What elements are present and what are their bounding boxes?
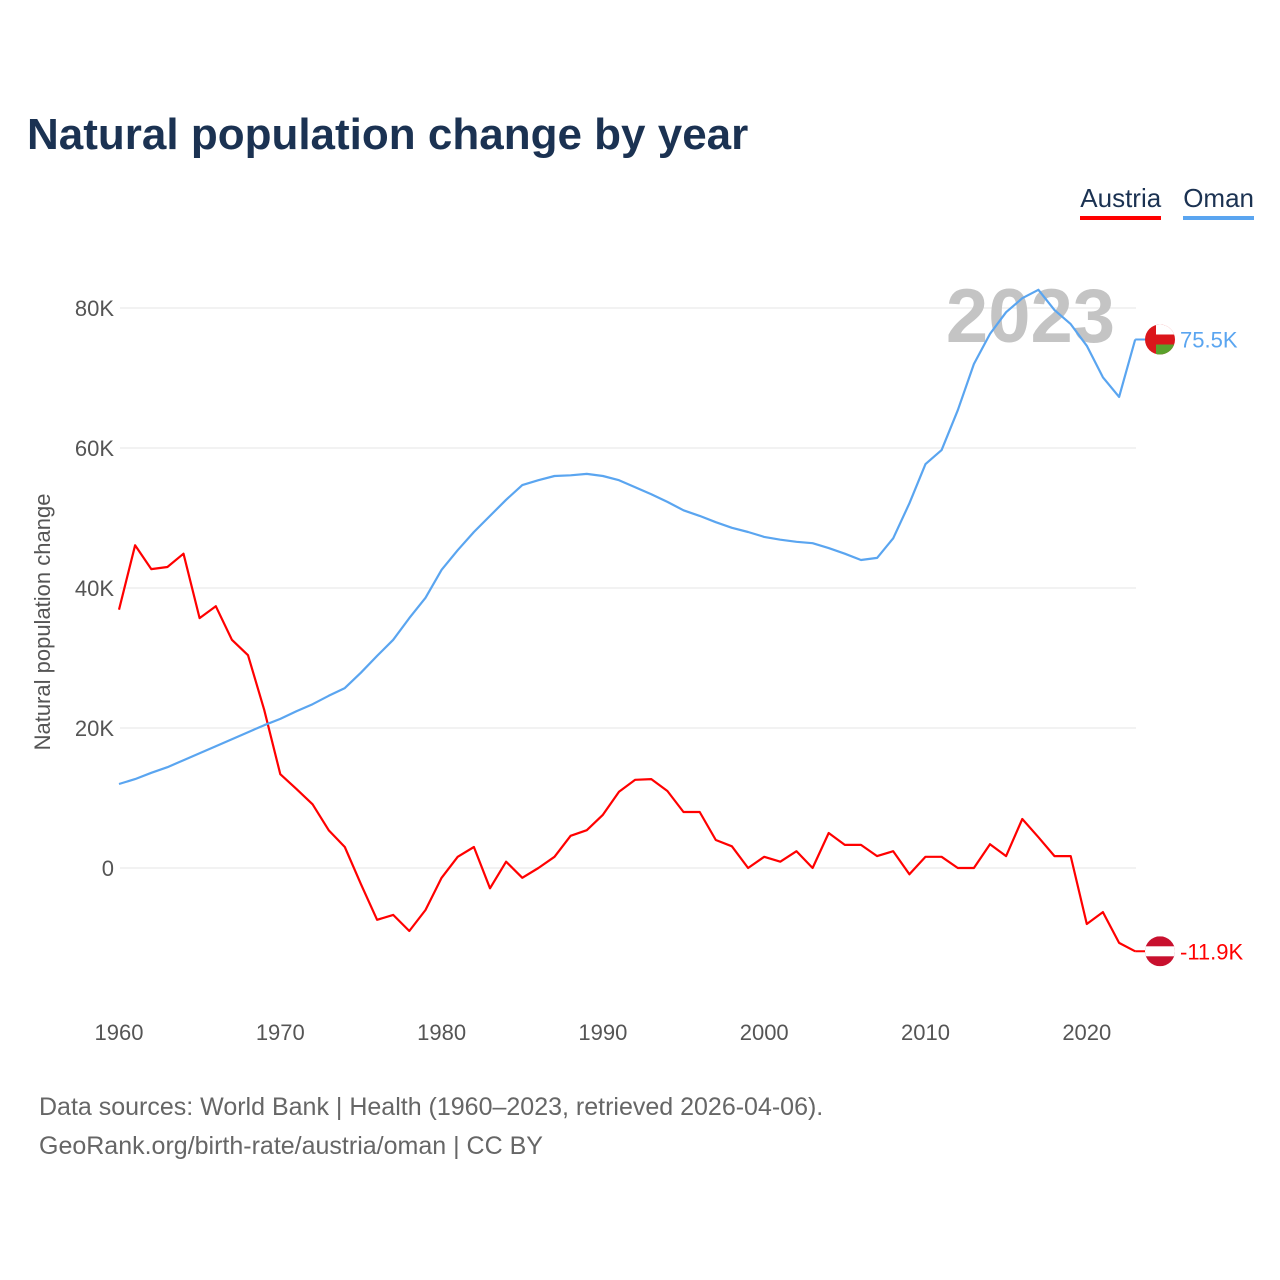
flag-body bbox=[1145, 324, 1175, 355]
source-line-2[interactable]: GeoRank.org/birth-rate/austria/oman | CC… bbox=[39, 1132, 543, 1160]
chart-title: Natural population change by year bbox=[27, 110, 749, 159]
y-tick-label: 0 bbox=[102, 856, 114, 881]
end-value-label: 75.5K bbox=[1180, 328, 1238, 353]
x-tick-label: 2000 bbox=[740, 1020, 789, 1045]
y-tick-label: 60K bbox=[75, 436, 114, 461]
legend: Austria Oman bbox=[1080, 183, 1254, 220]
flag-body bbox=[1145, 936, 1175, 967]
oman-flag-icon bbox=[1145, 324, 1175, 355]
y-tick-label: 20K bbox=[75, 716, 114, 741]
flag-white bbox=[1145, 946, 1175, 957]
y-axis-label: Natural population change bbox=[30, 494, 55, 751]
flag-white bbox=[1156, 324, 1175, 335]
source-line-1: Data sources: World Bank | Health (1960–… bbox=[39, 1093, 824, 1121]
x-tick-label: 2010 bbox=[901, 1020, 950, 1045]
x-tick-label: 1970 bbox=[256, 1020, 305, 1045]
legend-austria[interactable]: Austria bbox=[1080, 183, 1162, 220]
legend-oman[interactable]: Oman bbox=[1183, 183, 1254, 220]
x-tick-label: 1960 bbox=[95, 1020, 144, 1045]
y-tick-label: 40K bbox=[75, 576, 114, 601]
x-tick-label: 2020 bbox=[1062, 1020, 1111, 1045]
series-line-austria bbox=[117, 544, 1136, 953]
year-watermark: 2023 bbox=[946, 274, 1115, 359]
flag-green bbox=[1156, 344, 1175, 355]
y-tick-label: 80K bbox=[75, 296, 114, 321]
x-tick-label: 1990 bbox=[578, 1020, 627, 1045]
x-tick-label: 1980 bbox=[417, 1020, 466, 1045]
austria-flag-icon bbox=[1145, 936, 1175, 967]
source-note: Data sources: World Bank | Health (1960–… bbox=[39, 1088, 823, 1166]
series-line-oman bbox=[118, 288, 1137, 786]
end-value-label: -11.9K bbox=[1180, 939, 1244, 964]
